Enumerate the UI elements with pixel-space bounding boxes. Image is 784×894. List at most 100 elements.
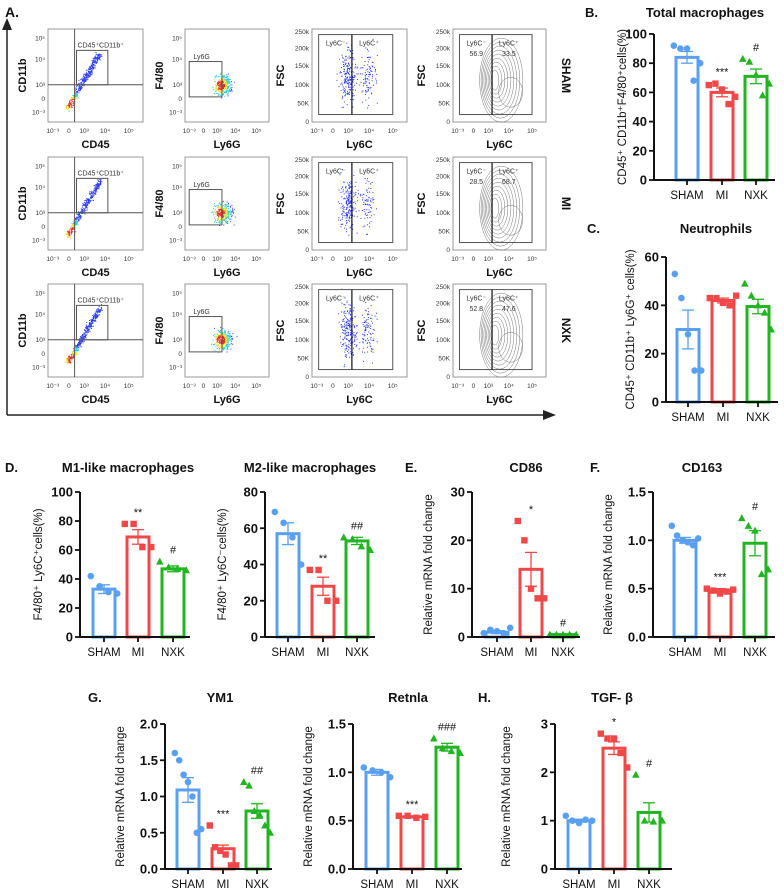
- x-tick-label: 10⁴: [364, 256, 374, 263]
- y-tick-label: 100k: [436, 210, 451, 217]
- contour-line: [486, 185, 509, 231]
- significance-label: #: [646, 758, 653, 770]
- data-point: [250, 807, 259, 814]
- x-tick-label: MI: [406, 879, 419, 891]
- x-tick-label: NXK: [743, 647, 767, 659]
- x-tick-label: MI: [525, 647, 538, 659]
- x-tick-label: MI: [714, 647, 727, 659]
- data-point: [360, 764, 368, 771]
- x-tick-label: 10⁵: [388, 383, 398, 390]
- chart-m1: D. M1-like macrophages F4/80⁺ Ly6C⁺cells(%…: [5, 460, 194, 659]
- x-tick-label: SHAM: [668, 647, 701, 659]
- chart-title: Total macrophages: [646, 5, 764, 20]
- data-point: [732, 93, 739, 100]
- x-tick-label: 10⁻³: [451, 128, 465, 135]
- x-tick-label: 0: [472, 256, 476, 263]
- y-tick-label: 80: [244, 485, 258, 500]
- y-tick-label: 100: [625, 27, 647, 42]
- arrow-right-icon: [543, 410, 556, 420]
- data-point: [678, 294, 685, 302]
- y-tick-label: 2: [541, 765, 548, 780]
- gate-percentage: 33.5: [502, 51, 516, 58]
- y-tick-label: 40: [59, 572, 73, 587]
- data-point: [632, 770, 640, 778]
- y-axis-label: CD11b: [17, 186, 29, 221]
- contour-line: [479, 165, 524, 251]
- data-point: [696, 59, 704, 67]
- plot-frame: [184, 156, 270, 251]
- data-point: [271, 508, 279, 516]
- chart-title: M2-like macrophages: [244, 460, 376, 475]
- data-point: [366, 546, 374, 553]
- data-point: [139, 543, 146, 551]
- x-tick-label: 0: [67, 128, 71, 135]
- data-point: [725, 100, 732, 108]
- data-point: [767, 325, 775, 333]
- data-point: [546, 630, 554, 638]
- y-tick-label: 1.5: [328, 717, 346, 732]
- x-tick-label: MI: [716, 190, 729, 202]
- contour-line: [485, 308, 512, 362]
- data-point: [180, 771, 187, 779]
- x-tick-label: NXK: [551, 647, 575, 659]
- y-tick-label: 3: [541, 717, 548, 732]
- flow-plot: 10⁻³ 0 10³ 10⁴ 10⁵ 10⁵ 10⁴ 10³ 0 10⁻³ Ly6G F4/80 Ly6…: [154, 28, 270, 151]
- data-point: [683, 45, 691, 52]
- y-tick-label: 200k: [295, 174, 310, 181]
- bar-sham: [566, 819, 592, 871]
- y-tick-label: 1.0: [328, 765, 346, 780]
- density-dots: [68, 92, 79, 112]
- y-tick-label: 10⁴: [172, 57, 182, 64]
- y-tick-label: 0: [541, 862, 548, 877]
- x-tick-label: 10³: [212, 256, 222, 263]
- data-point: [738, 514, 746, 522]
- contour-line: [485, 53, 512, 107]
- data-point: [206, 822, 213, 829]
- bar-sham: [91, 587, 117, 639]
- y-tick-label: 150k: [295, 191, 310, 198]
- chart-m2: M2-like macrophages F4/80⁺ Ly6C⁻cells(%) S…: [217, 460, 376, 659]
- y-tick-label: 10⁵: [35, 163, 45, 170]
- flow-plot: 10⁻³ 0 10³ 10⁴ 10⁵250k200k150k100k50K0Ly6CFS…: [275, 28, 408, 151]
- flow-plot: 10⁻³ 0 10³ 10⁴ 10⁵250k200k150k100k50K0Ly6CFS…: [416, 156, 547, 279]
- x-tick-label: 10³: [212, 128, 222, 135]
- x-tick-label: 10³: [484, 256, 494, 263]
- contour-line: [485, 181, 512, 235]
- y-axis-label: FSC: [275, 64, 287, 86]
- x-tick-label: 10⁵: [527, 383, 537, 390]
- x-tick-label: NXK: [345, 647, 369, 659]
- contour-line: [490, 324, 500, 346]
- x-tick-label: NXK: [435, 879, 459, 891]
- panel-letter: B.: [585, 5, 598, 20]
- gate-label: Ly6C⁺: [359, 41, 379, 48]
- gate-label: Ly6C⁻: [326, 296, 346, 303]
- contour-line: [498, 204, 523, 236]
- x-tick-label: SHAM: [171, 879, 204, 891]
- gate-label: Ly6C⁺: [499, 169, 519, 176]
- gate-label: Ly6C⁻: [326, 41, 346, 48]
- gate-rect: [76, 49, 109, 86]
- y-tick-label: 2.0: [140, 717, 158, 732]
- data-point: [562, 812, 570, 820]
- significance-label: ***: [716, 67, 730, 79]
- y-axis-label: CD45⁺ CD11b⁺ Ly6G⁺ cells(%): [625, 249, 637, 409]
- plot-frame: [452, 156, 547, 251]
- density-dots: [216, 208, 226, 218]
- data-point: [765, 79, 773, 87]
- significance-label: ##: [351, 520, 364, 532]
- data-point: [541, 595, 548, 602]
- gate-percentage: 56.9: [469, 51, 483, 58]
- gate-rect: [318, 289, 394, 371]
- y-axis-label: FSC: [275, 319, 287, 341]
- plot-frame: [311, 28, 408, 123]
- density-dots: [67, 227, 77, 237]
- y-axis-label: CD45⁺ CD11b⁺F4/80⁺cells(%): [617, 29, 629, 185]
- data-point: [575, 819, 583, 827]
- x-tick-label: 10⁴: [100, 383, 110, 390]
- data-point: [739, 54, 747, 62]
- y-tick-label: 10⁴: [172, 312, 182, 319]
- contour-line: [498, 331, 523, 363]
- data-point: [261, 821, 269, 829]
- y-axis-label: CD11b: [17, 58, 29, 93]
- y-tick-label: 0: [305, 374, 309, 381]
